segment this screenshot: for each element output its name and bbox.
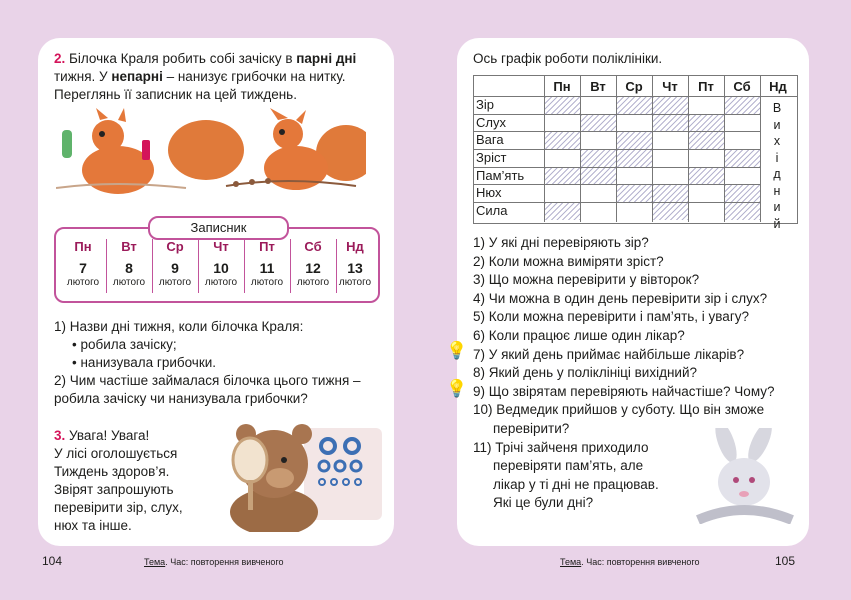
notebook: Пн 7 лютого Вт 8 лютого Ср 9 лютого Чт 1… [54, 227, 380, 303]
task2-number: 2. [54, 51, 66, 66]
left-footer-topic: Тема. Час: повторення вивченого [144, 557, 284, 567]
schedule-hatched-cell [653, 203, 688, 220]
schedule-hatched-cell [725, 150, 760, 167]
schedule-hatched-cell [689, 115, 724, 132]
lightbulb-icon: 💡 [446, 341, 468, 360]
schedule-row-label: Зріст [476, 150, 507, 165]
schedule-row-label: Нюх [476, 185, 502, 200]
schedule-row-label: Пам’ять [476, 168, 525, 183]
schedule-header-wed: Ср [625, 79, 643, 94]
task2-text: 2. Білочка Краля робить собі зачіску в п… [54, 51, 357, 102]
schedule-hatched-cell [689, 168, 724, 185]
schedule-intro: Ось графік роботи поліклініки. [473, 51, 663, 66]
rabbit-illustration [696, 428, 794, 524]
schedule-hatched-cell [545, 132, 580, 149]
left-page-number: 104 [42, 554, 63, 568]
schedule-hatched-cell [725, 203, 760, 220]
schedule-hatched-cell [725, 185, 760, 202]
task3-number: 3. [54, 428, 66, 443]
schedule-header-sun: Нд [769, 79, 787, 94]
schedule-hatched-cell [689, 132, 724, 149]
schedule-header-sat: Сб [733, 79, 751, 94]
lightbulb-icon: 💡 [446, 379, 468, 398]
schedule-header-fri: Пт [698, 79, 714, 94]
rabbit-icon [696, 428, 794, 524]
schedule-row-label: Зір [476, 97, 494, 112]
schedule-hatched-cell [581, 115, 616, 132]
bear-icon [230, 424, 318, 532]
task2-questions: 1) Назви дні тижня, коли білочка Краля: … [54, 319, 361, 406]
notebook-day-7: Нд 13 лютого [338, 239, 372, 288]
sunday-day-off-label: В и х і д н и й [772, 101, 782, 231]
task3-text: 3. Увага! Увага! У лісі оголошується Тиж… [54, 428, 183, 533]
schedule-hatched-cell [581, 168, 616, 185]
eye-chart-icon [304, 428, 382, 520]
schedule-questions: 1) У які дні перевіряють зір? 2) Коли мо… [473, 235, 775, 511]
notebook-title: Записник [148, 216, 289, 240]
notebook-day-4: Чт 10 лютого [204, 239, 238, 288]
schedule-hatched-cell [545, 203, 580, 220]
squirrels-illustration [56, 108, 366, 194]
schedule-hatched-cell [581, 150, 616, 167]
schedule-hatched-cell [653, 97, 688, 114]
schedule-header-tue: Вт [590, 79, 606, 94]
schedule-row-label: Слух [476, 115, 506, 130]
schedule-header-mon: Пн [553, 79, 571, 94]
squirrel-combing-icon [56, 108, 244, 194]
schedule-row-label: Вага [476, 132, 504, 147]
schedule-hatched-cell [545, 168, 580, 185]
schedule-hatched-cell [653, 115, 688, 132]
schedule-hatched-cell [617, 97, 652, 114]
schedule-header-thu: Чт [662, 79, 678, 94]
notebook-day-2: Вт 8 лютого [112, 239, 146, 288]
schedule-hatched-cell [653, 185, 688, 202]
schedule-hatched-cell [545, 97, 580, 114]
notebook-day-5: Пт 11 лютого [250, 239, 284, 288]
right-page-number: 105 [775, 554, 796, 568]
schedule-hatched-cell [617, 132, 652, 149]
schedule-hatched-cell [617, 185, 652, 202]
notebook-day-3: Ср 9 лютого [158, 239, 192, 288]
schedule-hatched-cell [617, 150, 652, 167]
notebook-day-1: Пн 7 лютого [66, 239, 100, 288]
schedule-row-label: Сила [476, 203, 508, 218]
notebook-day-6: Сб 12 лютого [296, 239, 330, 288]
schedule-hatched-cell [725, 97, 760, 114]
bear-eye-test-illustration [230, 424, 382, 532]
right-footer-topic: Тема. Час: повторення вивченого [560, 557, 700, 567]
squirrel-threading-icon [225, 108, 366, 190]
